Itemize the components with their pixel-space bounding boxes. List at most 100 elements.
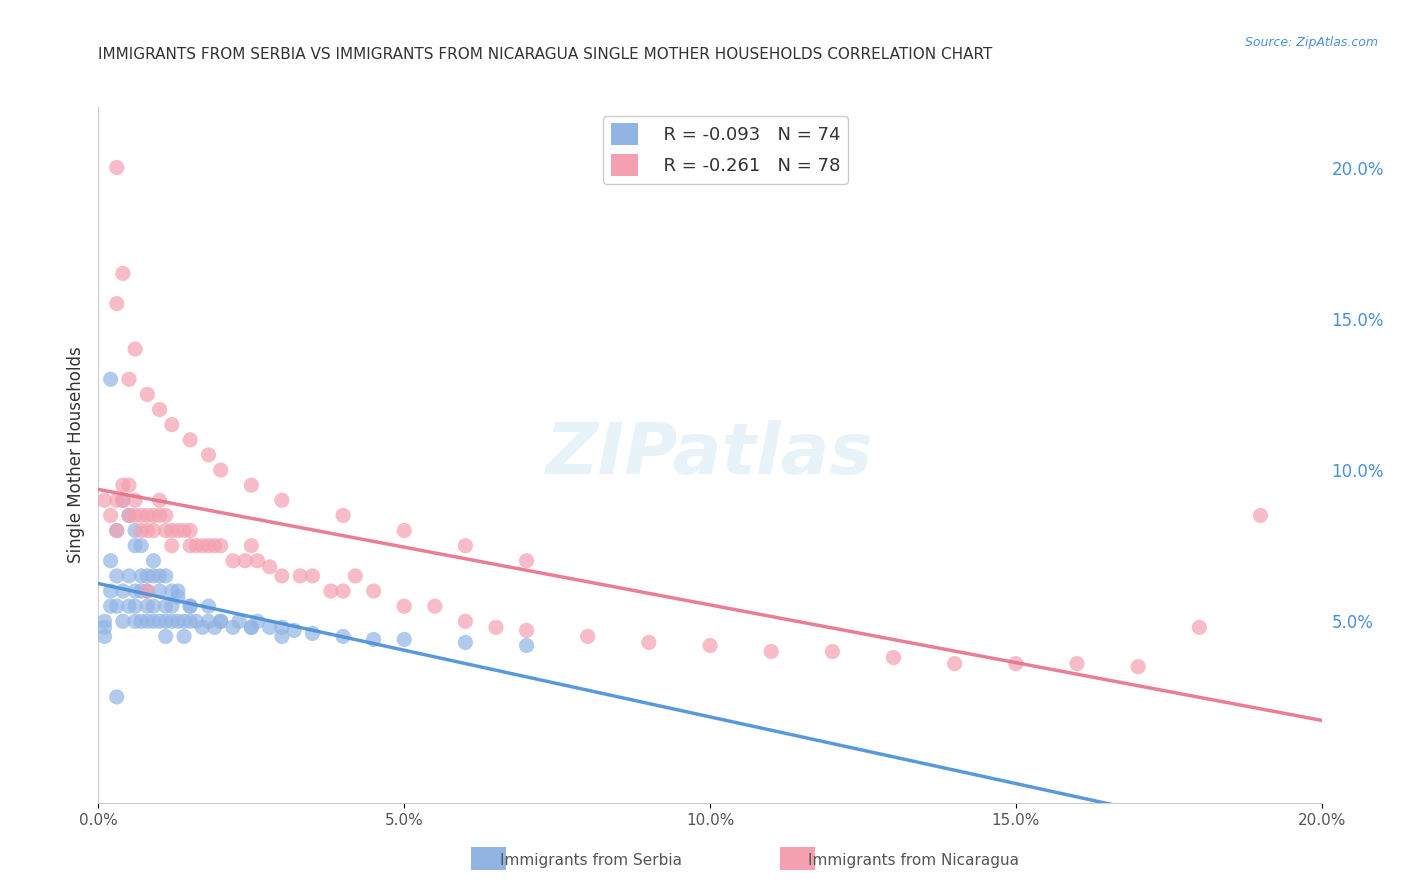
Point [167, 524, 190, 538]
Point [93, 615, 115, 629]
Point [149, 402, 172, 417]
Point [142, 554, 165, 568]
Point [129, 584, 152, 599]
Point [111, 584, 134, 599]
Point [167, 584, 190, 599]
Point [155, 629, 177, 643]
Point [259, 559, 281, 574]
Point [454, 539, 477, 553]
Point [222, 620, 245, 634]
Point [319, 584, 342, 599]
Point [167, 590, 190, 604]
Point [173, 629, 195, 643]
Point [246, 554, 269, 568]
Point [179, 615, 201, 629]
Text: Source: ZipAtlas.com: Source: ZipAtlas.com [1244, 36, 1378, 49]
Point [136, 387, 159, 401]
Text: Immigrants from Serbia: Immigrants from Serbia [499, 854, 682, 868]
Point [485, 620, 508, 634]
Point [1249, 508, 1271, 523]
Point [516, 639, 538, 653]
Point [332, 508, 354, 523]
Point [118, 599, 141, 614]
Point [160, 584, 183, 599]
Point [179, 539, 201, 553]
Point [290, 569, 312, 583]
Point [149, 508, 172, 523]
Point [129, 569, 152, 583]
Point [179, 524, 201, 538]
Point [222, 554, 245, 568]
Text: ZIPatlas: ZIPatlas [547, 420, 873, 490]
Point [186, 615, 208, 629]
Point [240, 620, 263, 634]
Point [283, 624, 305, 638]
Point [179, 599, 201, 614]
Point [209, 615, 232, 629]
Point [105, 493, 128, 508]
Point [301, 569, 323, 583]
Point [136, 508, 159, 523]
Point [142, 508, 165, 523]
Point [111, 615, 134, 629]
Point [124, 584, 146, 599]
Point [111, 493, 134, 508]
Point [136, 584, 159, 599]
Point [105, 524, 128, 538]
Point [100, 554, 122, 568]
Point [240, 620, 263, 634]
Point [100, 508, 122, 523]
Point [118, 372, 141, 386]
Point [259, 620, 281, 634]
Point [142, 599, 165, 614]
Point [209, 615, 232, 629]
Point [246, 615, 269, 629]
Point [179, 433, 201, 447]
Point [105, 569, 128, 583]
Point [160, 599, 183, 614]
Point [1004, 657, 1026, 671]
Point [93, 620, 115, 634]
Point [197, 539, 219, 553]
Point [111, 478, 134, 492]
Point [129, 508, 152, 523]
Point [197, 448, 219, 462]
Point [392, 632, 416, 647]
Point [124, 539, 146, 553]
Point [129, 524, 152, 538]
Point [179, 599, 201, 614]
Text: IMMIGRANTS FROM SERBIA VS IMMIGRANTS FROM NICARAGUA SINGLE MOTHER HOUSEHOLDS COR: IMMIGRANTS FROM SERBIA VS IMMIGRANTS FRO… [98, 47, 993, 62]
Point [136, 615, 159, 629]
Point [197, 599, 219, 614]
Point [173, 524, 195, 538]
Point [209, 463, 232, 477]
Point [270, 620, 292, 634]
Point [454, 615, 477, 629]
Point [105, 296, 128, 310]
Point [105, 690, 128, 704]
Point [167, 615, 190, 629]
Point [637, 635, 661, 649]
Point [204, 620, 226, 634]
Point [191, 539, 214, 553]
Point [160, 524, 183, 538]
Point [136, 599, 159, 614]
Point [155, 615, 177, 629]
Point [332, 584, 354, 599]
Point [699, 639, 721, 653]
Point [124, 508, 146, 523]
Point [155, 524, 177, 538]
Point [155, 569, 177, 583]
Point [149, 584, 172, 599]
Point [93, 629, 115, 643]
Point [759, 644, 782, 658]
Point [270, 493, 292, 508]
Legend:   R = -0.093   N = 74,   R = -0.261   N = 78: R = -0.093 N = 74, R = -0.261 N = 78 [603, 116, 848, 184]
Point [142, 569, 165, 583]
Point [124, 599, 146, 614]
Point [516, 624, 538, 638]
Point [129, 615, 152, 629]
Point [105, 524, 128, 538]
Point [118, 508, 141, 523]
Point [191, 620, 214, 634]
